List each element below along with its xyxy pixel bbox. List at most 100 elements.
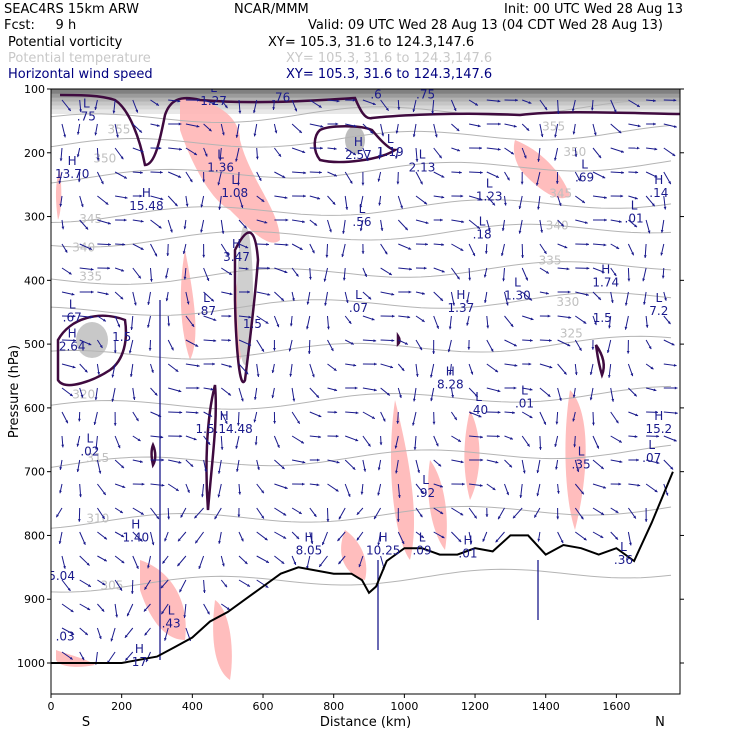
wind-vector-head (613, 273, 617, 277)
wind-vector-head (167, 323, 171, 327)
wind-vector-head (636, 146, 640, 150)
wind-vector-head (165, 275, 168, 279)
extremum-value: 17 (132, 655, 147, 669)
wind-vector-head (485, 514, 489, 518)
extremum-value: .87 (197, 304, 216, 318)
wind-vector-head (585, 293, 589, 297)
wind-vector-head (620, 150, 624, 153)
wind-vector-head (660, 229, 664, 233)
wind-vector-head (316, 394, 319, 398)
wind-vector-head (139, 460, 143, 463)
theta-contour-label: 305 (100, 579, 123, 593)
wind-vector-head (179, 411, 183, 414)
wind-vector-head (180, 514, 184, 518)
wind-vector-head (555, 421, 559, 425)
extremum-marker: L (581, 157, 588, 171)
wind-vector-head (196, 124, 200, 128)
wind-vector-head (479, 146, 482, 150)
wind-vector-head (456, 128, 460, 132)
wind-vector-head (228, 364, 232, 368)
wind-vector-head (265, 321, 269, 324)
wind-vector-head (408, 247, 412, 250)
wind-vector-head (594, 322, 597, 326)
wind-vector-head (70, 609, 74, 612)
wind-vector-head (253, 133, 257, 137)
wind-vector-head (281, 466, 285, 470)
wind-vector-head (302, 150, 306, 154)
wind-vector-head (210, 298, 214, 302)
wind-vector-head (224, 584, 228, 588)
extremum-value: .02 (80, 445, 99, 459)
extremum-value: 8.05 (296, 543, 323, 557)
wind-vector-head (257, 467, 260, 471)
extremum-value: .01 (458, 547, 477, 561)
wind-vector-head (323, 278, 327, 282)
wind-vector-head (140, 219, 144, 223)
wind-vector-head (212, 362, 215, 366)
wind-vector-head (140, 149, 144, 153)
theta-contour-label: 345 (79, 212, 102, 226)
wind-vector-head (336, 460, 340, 464)
wind-vector-head (334, 410, 338, 414)
wind-vector-head (295, 273, 299, 277)
wind-vector-head (160, 435, 164, 439)
wind-vector-head (526, 127, 530, 131)
wind-vector-head (333, 173, 337, 177)
wind-vector-head (461, 220, 465, 224)
wind-vector-head (228, 272, 232, 275)
wind-vector-head (560, 540, 564, 544)
wind-vector-head (633, 515, 636, 519)
wind-vector-head (274, 130, 278, 134)
wind-vector-head (68, 271, 72, 275)
wind-vector-head (352, 466, 356, 470)
theta-contour (51, 335, 672, 360)
wind-vector-head (526, 443, 530, 447)
wind-vector-head (84, 632, 88, 636)
wind-vector-head (377, 467, 381, 471)
extremum-value: 8.28 (437, 378, 464, 392)
wind-vector-head (556, 111, 560, 114)
wind-vector-head (148, 348, 152, 351)
wind-vector-head (261, 515, 264, 519)
x-axis-tick-label: 1400 (532, 700, 560, 713)
wind-vector-head (177, 563, 181, 567)
wind-vector-head (218, 207, 222, 210)
wind-vector-head (506, 492, 509, 496)
wind-vector-head (240, 205, 244, 209)
wind-vector-head (253, 419, 257, 423)
wind-vector-head (121, 534, 125, 537)
wind-vector-head (543, 421, 546, 425)
wind-vector-head (359, 228, 363, 232)
wind-vector-head (80, 394, 84, 398)
endpoint-label-north: N (655, 715, 665, 730)
wind-vector-head (479, 483, 483, 487)
wind-vector-head (272, 107, 276, 110)
wind-vector-head (336, 99, 340, 103)
wind-vector-head (441, 269, 445, 273)
wind-vector-head (651, 203, 655, 207)
extremum-marker: H (304, 530, 313, 544)
wind-vector-head (240, 538, 244, 542)
wind-vector-head (468, 277, 472, 281)
extremum-value: .14 (649, 186, 668, 200)
terrain-line (51, 471, 674, 664)
wind-vector-head (510, 323, 514, 327)
wind-vector-head (149, 278, 153, 282)
wind-vector-head (289, 323, 293, 327)
extremum-value: .35 (572, 457, 591, 471)
wind-vector-head (338, 516, 342, 520)
extremum-value: .03 (56, 630, 75, 644)
wind-vector-head (386, 392, 390, 396)
wind-vector-head (123, 218, 127, 222)
wind-vector-head (528, 101, 532, 104)
wind-vector-head (578, 347, 582, 351)
wind-vector-head (374, 362, 377, 366)
wind-vector-head (598, 296, 601, 300)
wind-vector-head (218, 540, 221, 544)
wind-vector-head (67, 108, 71, 111)
wind-vector-head (571, 108, 575, 112)
wind-vector-head (540, 134, 544, 138)
wind-vector-head (183, 276, 187, 280)
wind-vector-head (72, 314, 76, 318)
endpoint-label-south: S (82, 715, 90, 730)
